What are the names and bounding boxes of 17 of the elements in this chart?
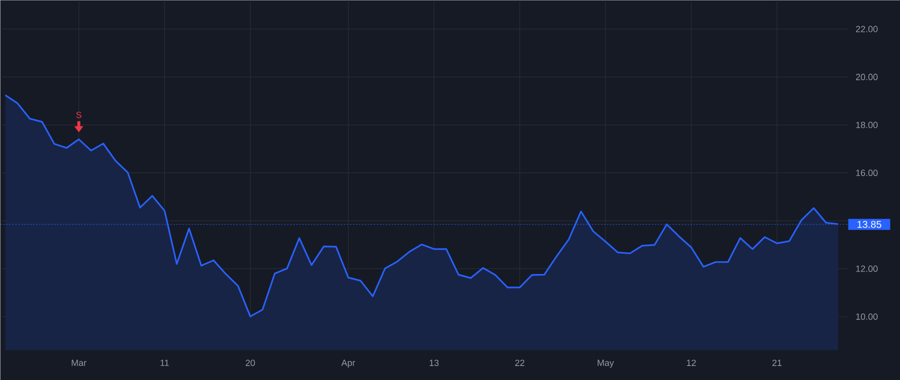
y-tick-label: 22.00 <box>856 26 878 32</box>
x-tick-label: May <box>598 360 614 368</box>
x-tick-label: Mar <box>72 360 86 366</box>
x-tick-label: 12 <box>686 360 696 366</box>
x-tick-label: 13 <box>430 360 439 366</box>
x-tick-label: 11 <box>160 360 169 366</box>
y-tick-label: 18.00 <box>856 122 878 128</box>
ref-line-label: 13.85 <box>858 220 882 228</box>
x-tick-label: 21 <box>772 360 782 366</box>
y-tick-label: 10.00 <box>856 313 878 320</box>
x-tick-label: 20 <box>246 360 255 366</box>
annotation: S <box>76 112 82 118</box>
y-tick-label: 12.00 <box>856 265 878 272</box>
y-tick-label: 20.00 <box>856 74 878 80</box>
x-tick-label: 22 <box>515 360 524 366</box>
x-tick-label: Apr <box>341 360 356 368</box>
y-tick-label: 16.00 <box>856 170 878 176</box>
